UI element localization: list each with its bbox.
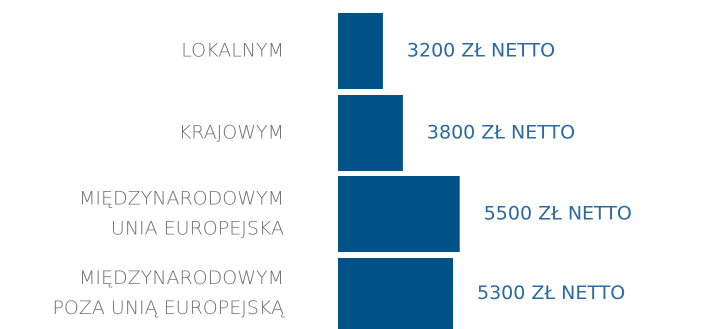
category-label-line: MIĘDZYNARODOWYM (79, 267, 284, 289)
category-label-line: MIĘDZYNARODOWYM (79, 188, 284, 210)
bar-2 (338, 95, 403, 171)
category-label-line: KRAJOWYM (179, 122, 284, 144)
bar-3 (338, 176, 460, 252)
value-label-3: 5500 ZŁ NETTO (484, 203, 632, 225)
value-label-4: 5300 ZŁ NETTO (477, 282, 625, 304)
bar-4 (338, 258, 453, 329)
category-label-4: MIĘDZYNARODOWYM POZA UNIĄ EUROPEJSKĄ (52, 267, 285, 319)
value-label-1: 3200 ZŁ NETTO (407, 40, 555, 62)
category-label-2: KRAJOWYM (179, 122, 284, 144)
value-label-2: 3800 ZŁ NETTO (427, 122, 575, 144)
category-label-line: UNIA EUROPEJSKA (111, 218, 284, 240)
category-label-3: MIĘDZYNARODOWYM UNIA EUROPEJSKA (79, 188, 284, 240)
category-label-1: LOKALNYM (181, 40, 284, 62)
bar-1 (338, 13, 383, 89)
category-label-line: POZA UNIĄ EUROPEJSKĄ (52, 297, 285, 319)
category-label-line: LOKALNYM (181, 40, 284, 62)
